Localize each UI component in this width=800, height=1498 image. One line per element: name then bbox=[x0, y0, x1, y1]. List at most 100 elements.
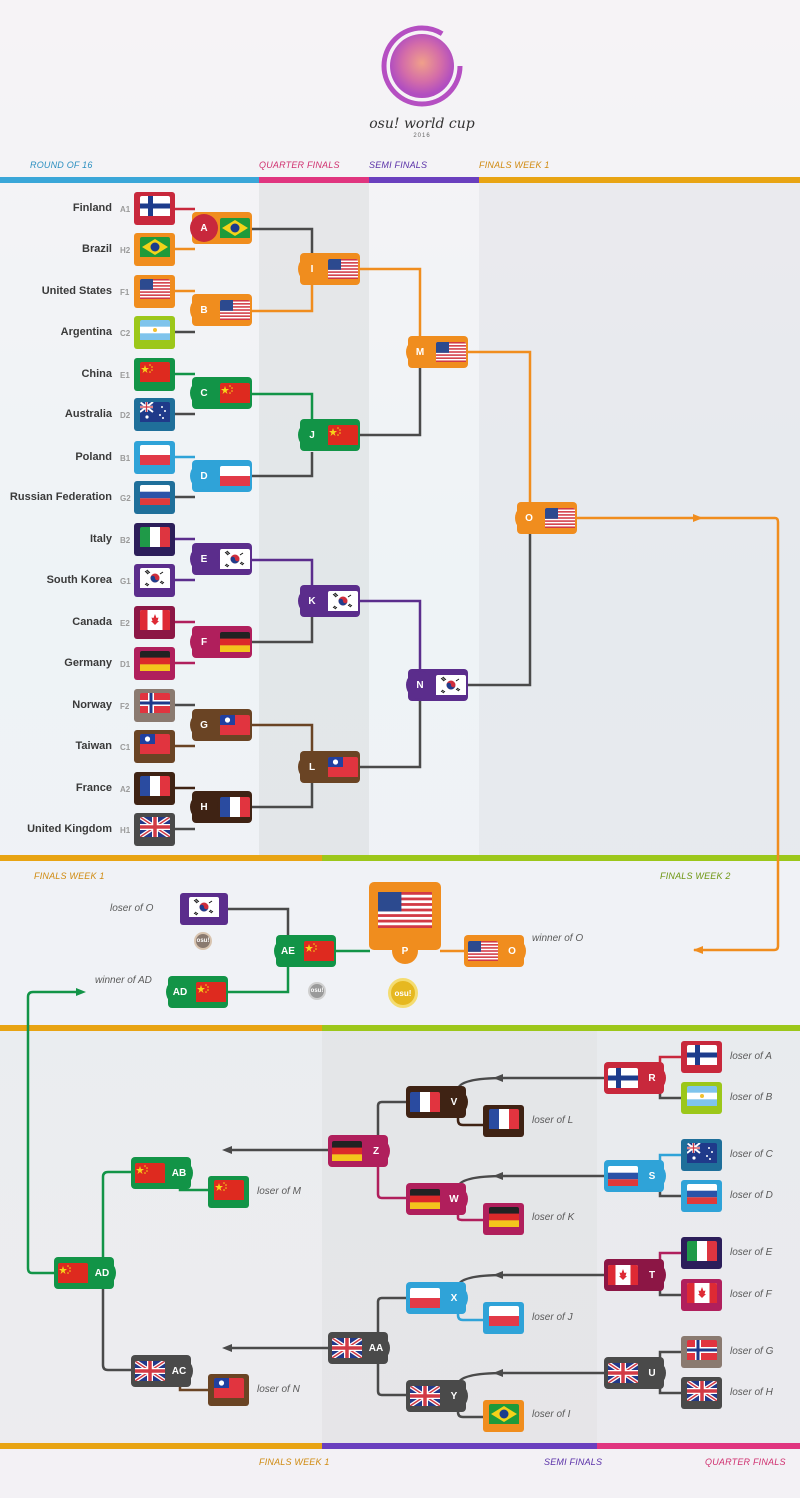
uk-flag-icon bbox=[686, 1380, 717, 1406]
team-seed: C2 bbox=[120, 329, 131, 338]
loser-of-H-label: loser of H bbox=[730, 1387, 773, 1398]
match-R-label: R bbox=[638, 1064, 666, 1092]
match-AA-label: AA bbox=[362, 1334, 390, 1362]
korea-flag-icon bbox=[328, 591, 358, 616]
match-AD-label: AD bbox=[88, 1259, 116, 1287]
loser-M-flag[interactable] bbox=[208, 1176, 249, 1208]
brazil-flag-icon bbox=[220, 218, 250, 243]
lower-fw2-bar bbox=[322, 1025, 800, 1031]
loser-K-flag[interactable] bbox=[483, 1203, 524, 1235]
usa-flag-icon bbox=[328, 259, 358, 284]
loser-H-flag[interactable] bbox=[681, 1377, 722, 1409]
loser-D-flag[interactable] bbox=[681, 1180, 722, 1212]
loser-of-G-label: loser of G bbox=[730, 1346, 774, 1357]
loser-N-flag[interactable] bbox=[208, 1374, 249, 1406]
usa-flag-icon bbox=[468, 941, 498, 966]
usa-flag-icon bbox=[377, 892, 433, 933]
loser-A-flag[interactable] bbox=[681, 1041, 722, 1073]
usa-flag-icon bbox=[220, 300, 250, 325]
france-flag-icon bbox=[139, 776, 170, 801]
fw1-bar bbox=[479, 177, 800, 183]
match-I-label: I bbox=[298, 255, 326, 283]
loser-F-flag[interactable] bbox=[681, 1279, 722, 1311]
team-flag-brazil[interactable] bbox=[134, 233, 175, 266]
team-seed: B1 bbox=[120, 454, 131, 463]
match-D-label: D bbox=[190, 462, 218, 490]
team-flag-russia[interactable] bbox=[134, 481, 175, 514]
match-U-label: U bbox=[638, 1359, 666, 1387]
logo-title: osu! world cup bbox=[369, 116, 475, 132]
team-name: Taiwan bbox=[75, 740, 112, 752]
match-I[interactable] bbox=[300, 253, 360, 285]
team-name: Brazil bbox=[82, 243, 112, 255]
china-flag-icon bbox=[196, 982, 226, 1007]
match-B-label: B bbox=[190, 296, 218, 324]
usa-flag-icon bbox=[545, 508, 575, 533]
team-flag-canada[interactable] bbox=[134, 606, 175, 639]
china-flag-icon bbox=[304, 941, 334, 966]
bottom-fw1-bar bbox=[0, 1443, 322, 1449]
loser-of-F-label: loser of F bbox=[730, 1289, 772, 1300]
loser-L-flag[interactable] bbox=[483, 1105, 524, 1137]
match-P-label: P bbox=[392, 938, 418, 964]
team-flag-italy[interactable] bbox=[134, 523, 175, 556]
russia-flag-icon bbox=[139, 485, 170, 510]
loser-of-O-flag[interactable] bbox=[180, 893, 228, 925]
china-flag-icon bbox=[135, 1163, 165, 1188]
taiwan-flag-icon bbox=[213, 1377, 244, 1403]
team-flag-australia[interactable] bbox=[134, 398, 175, 431]
germany-flag-icon bbox=[488, 1206, 519, 1232]
team-flag-argentina[interactable] bbox=[134, 316, 175, 349]
finland-flag-icon bbox=[139, 196, 170, 221]
korea-flag-icon bbox=[189, 896, 219, 922]
loser-of-I-label: loser of I bbox=[532, 1409, 571, 1420]
russia-flag-icon bbox=[608, 1166, 638, 1191]
team-name: South Korea bbox=[46, 574, 112, 586]
loser-of-J-label: loser of J bbox=[532, 1312, 573, 1323]
australia-flag-icon bbox=[686, 1142, 717, 1168]
qf-bar bbox=[259, 177, 369, 183]
team-flag-uk[interactable] bbox=[134, 813, 175, 846]
poland-flag-icon bbox=[410, 1288, 440, 1313]
loser-B-flag[interactable] bbox=[681, 1082, 722, 1114]
team-flag-france[interactable] bbox=[134, 772, 175, 805]
match-AD-top-label: AD bbox=[166, 978, 194, 1006]
team-flag-poland[interactable] bbox=[134, 441, 175, 474]
team-seed: H2 bbox=[120, 246, 131, 255]
match-F-label: F bbox=[190, 628, 218, 656]
loser-J-flag[interactable] bbox=[483, 1302, 524, 1334]
match-Y-label: Y bbox=[440, 1382, 468, 1410]
match-E-label: E bbox=[190, 545, 218, 573]
mid-fw1-bar bbox=[0, 855, 322, 861]
loser-of-M-label: loser of M bbox=[257, 1186, 301, 1197]
team-flag-norway[interactable] bbox=[134, 689, 175, 722]
loser-I-flag[interactable] bbox=[483, 1400, 524, 1432]
finland-flag-icon bbox=[686, 1044, 717, 1070]
match-AD-top[interactable] bbox=[168, 976, 228, 1008]
argentina-flag-icon bbox=[686, 1085, 717, 1111]
loser-C-flag[interactable] bbox=[681, 1139, 722, 1171]
team-seed: F2 bbox=[120, 702, 130, 711]
team-name: Australia bbox=[64, 408, 112, 420]
team-flag-finland[interactable] bbox=[134, 192, 175, 225]
team-seed: G1 bbox=[120, 577, 131, 586]
team-name: United Kingdom bbox=[27, 823, 112, 835]
mid-fw1-label: FINALS WEEK 1 bbox=[34, 871, 105, 881]
winner-of-AD-label: winner of AD bbox=[95, 975, 152, 986]
match-M-label: M bbox=[406, 338, 434, 366]
team-flag-usa[interactable] bbox=[134, 275, 175, 308]
china-flag-icon bbox=[139, 362, 170, 387]
team-name: France bbox=[75, 782, 112, 794]
team-flag-taiwan[interactable] bbox=[134, 730, 175, 763]
osu-badge-icon: osu! bbox=[308, 982, 326, 1000]
match-O-label: O bbox=[515, 504, 543, 532]
germany-flag-icon bbox=[220, 632, 250, 657]
loser-G-flag[interactable] bbox=[681, 1336, 722, 1368]
team-flag-germany[interactable] bbox=[134, 647, 175, 680]
loser-E-flag[interactable] bbox=[681, 1237, 722, 1269]
finland-flag-icon bbox=[608, 1068, 638, 1093]
canada-flag-icon bbox=[608, 1265, 638, 1290]
team-flag-china[interactable] bbox=[134, 358, 175, 391]
korea-flag-icon bbox=[139, 568, 170, 593]
team-flag-korea[interactable] bbox=[134, 564, 175, 597]
